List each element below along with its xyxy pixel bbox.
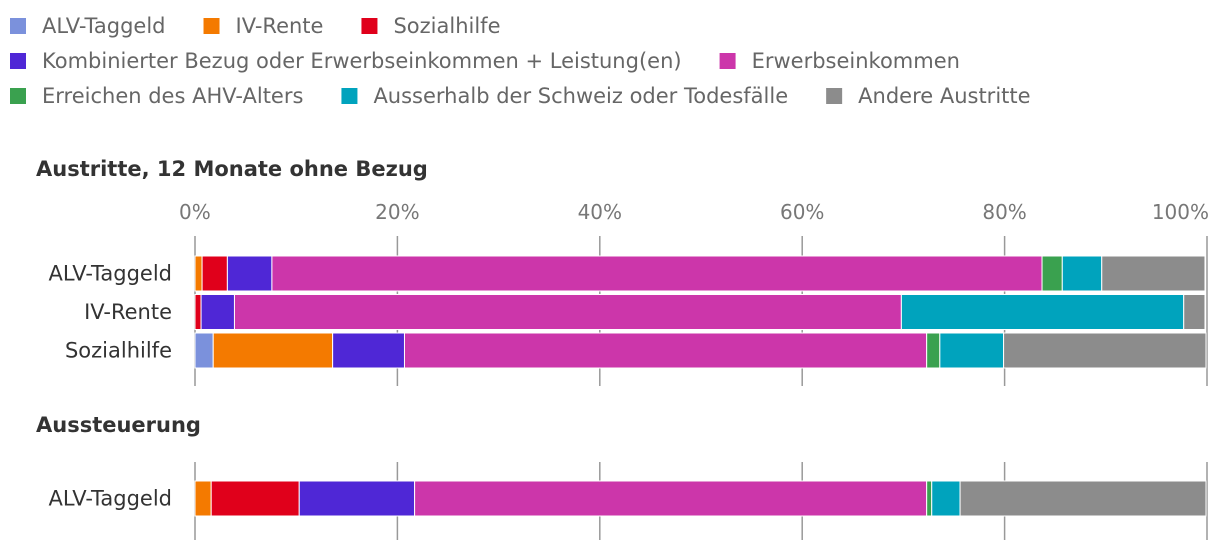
bar-segment-sozialhilfe-erwerbseinkommen[interactable]	[403, 332, 928, 369]
category-label: ALV-Taggeld	[48, 262, 172, 286]
legend-label: Andere Austritte	[858, 84, 1030, 108]
bar-segment-alv-taggeld-erreichen-des-ahv-alters[interactable]	[926, 480, 933, 517]
bar-segment-alv-taggeld-kombinierter-bezug-oder-erwerbseinkommen-leistung-en[interactable]	[298, 480, 416, 517]
legend-item-alv-taggeld[interactable]: ALV-Taggeld	[10, 14, 166, 38]
legend: ALV-Taggeld IV-Rente Sozialhilfe Kombiniert…	[10, 14, 1031, 108]
legend-item-kombinierter-bezug-oder-erwerbseinkommen-leistung-en[interactable]: Kombinierter Bezug oder Erwerbseinkommen…	[10, 49, 682, 73]
bar-segment-sozialhilfe-erreichen-des-ahv-alters[interactable]	[926, 332, 941, 369]
bar-segment-alv-taggeld-andere-austritte[interactable]	[959, 480, 1207, 517]
legend-swatch	[10, 88, 26, 104]
tick-label: 80%	[982, 200, 1026, 224]
legend-swatch	[361, 18, 378, 34]
bar-segment-iv-rente-andere-austritte[interactable]	[1183, 294, 1206, 330]
bar-segment-alv-taggeld-andere-austritte[interactable]	[1101, 255, 1206, 292]
legend-swatch	[719, 53, 736, 69]
bar-segment-iv-rente-erwerbseinkommen[interactable]	[233, 294, 902, 330]
panel-title: Austritte, 12 Monate ohne Bezug	[36, 157, 428, 181]
bar-segment-sozialhilfe-andere-austritte[interactable]	[1003, 332, 1207, 369]
bar-segment-alv-taggeld-sozialhilfe[interactable]	[210, 480, 300, 517]
legend-item-ausserhalb-der-schweiz-oder-todesfaelle[interactable]: Ausserhalb der Schweiz oder Todesfälle	[341, 84, 788, 108]
panel-austritte-12-monate-ohne-bezug: Austritte, 12 Monate ohne Bezug 0% 20% 40% 6…	[36, 157, 1209, 386]
panel-aussteuerung: Aussteuerung ALV-Taggeld	[36, 413, 1208, 540]
legend-item-erwerbseinkommen[interactable]: Erwerbseinkommen	[719, 49, 960, 73]
bar-segment-alv-taggeld-erreichen-des-ahv-alters[interactable]	[1041, 255, 1063, 292]
bar-segment-alv-taggeld-ausserhalb-der-schweiz-oder-todesfaelle[interactable]	[1061, 255, 1103, 292]
legend-swatch	[203, 18, 220, 34]
bar-segment-iv-rente-kombinierter-bezug-oder-erwerbseinkommen-leistung-en[interactable]	[200, 294, 235, 330]
legend-swatch	[10, 18, 26, 34]
legend-label: Sozialhilfe	[393, 14, 500, 38]
bar-segment-alv-taggeld-erwerbseinkommen[interactable]	[414, 480, 928, 517]
legend-label: Erwerbseinkommen	[752, 49, 960, 73]
legend-label: ALV-Taggeld	[42, 14, 166, 38]
bar-segment-sozialhilfe-alv-taggeld[interactable]	[194, 332, 214, 369]
legend-item-andere-austritte[interactable]: Andere Austritte	[826, 84, 1031, 108]
legend-item-erreichen-des-ahv-alters[interactable]: Erreichen des AHV-Alters	[10, 84, 303, 108]
bar-segment-alv-taggeld-iv-rente[interactable]	[194, 255, 203, 292]
bar-segment-alv-taggeld-ausserhalb-der-schweiz-oder-todesfaelle[interactable]	[931, 480, 961, 517]
bar-segment-alv-taggeld-sozialhilfe[interactable]	[201, 255, 228, 292]
legend-item-iv-rente[interactable]: IV-Rente	[203, 14, 324, 38]
legend-label: Erreichen des AHV-Alters	[42, 84, 303, 108]
category-label: ALV-Taggeld	[48, 487, 172, 511]
legend-swatch	[826, 88, 843, 104]
bar-segment-alv-taggeld-iv-rente[interactable]	[194, 480, 212, 517]
bar-segment-sozialhilfe-ausserhalb-der-schweiz-oder-todesfaelle[interactable]	[939, 332, 1005, 369]
legend-label: Ausserhalb der Schweiz oder Todesfälle	[373, 84, 788, 108]
legend-label: Kombinierter Bezug oder Erwerbseinkommen…	[42, 49, 682, 73]
category-label: IV-Rente	[84, 300, 172, 324]
bar-segment-iv-rente-sozialhilfe[interactable]	[194, 294, 202, 330]
bar-segment-sozialhilfe-iv-rente[interactable]	[212, 332, 334, 369]
bar-segment-alv-taggeld-kombinierter-bezug-oder-erwerbseinkommen-leistung-en[interactable]	[226, 255, 273, 292]
legend-item-sozialhilfe[interactable]: Sozialhilfe	[361, 14, 500, 38]
bar-segment-sozialhilfe-kombinierter-bezug-oder-erwerbseinkommen-leistung-en[interactable]	[332, 332, 405, 369]
tick-label: 0%	[179, 200, 211, 224]
tick-label: 100%	[1152, 200, 1209, 224]
legend-swatch	[341, 88, 358, 104]
tick-label: 40%	[578, 200, 622, 224]
tick-label: 60%	[780, 200, 824, 224]
tick-label: 20%	[375, 200, 419, 224]
panel-title: Aussteuerung	[36, 413, 201, 437]
legend-swatch	[10, 53, 26, 69]
bar-segment-alv-taggeld-erwerbseinkommen[interactable]	[271, 255, 1043, 292]
legend-label: IV-Rente	[236, 14, 324, 38]
bar-segment-iv-rente-ausserhalb-der-schweiz-oder-todesfaelle[interactable]	[900, 294, 1185, 330]
category-label: Sozialhilfe	[65, 339, 172, 363]
